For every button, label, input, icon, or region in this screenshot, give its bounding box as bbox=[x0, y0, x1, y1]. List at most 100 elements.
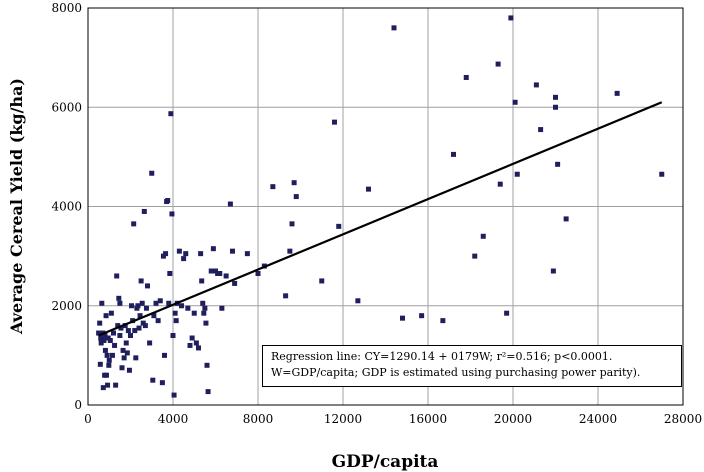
x-tick-label: 28000 bbox=[664, 412, 702, 426]
data-point bbox=[198, 251, 204, 257]
annotation-line-2: W=GDP/capita; GDP is estimated using pur… bbox=[271, 366, 641, 379]
data-point bbox=[108, 310, 114, 316]
x-tick-label: 24000 bbox=[579, 412, 617, 426]
data-point bbox=[553, 94, 558, 100]
x-tick-label: 20000 bbox=[494, 412, 532, 426]
data-point bbox=[550, 268, 556, 274]
data-point bbox=[151, 313, 157, 319]
data-point bbox=[96, 330, 102, 336]
data-point bbox=[332, 119, 337, 125]
data-point bbox=[118, 325, 124, 331]
x-tick-label: 0 bbox=[84, 412, 92, 426]
data-point bbox=[141, 208, 147, 214]
data-point bbox=[181, 256, 187, 262]
data-point bbox=[115, 323, 121, 329]
data-point bbox=[173, 318, 179, 324]
x-tick-label: 16000 bbox=[409, 412, 447, 426]
data-point bbox=[319, 278, 325, 284]
data-point bbox=[162, 352, 167, 358]
data-point bbox=[133, 355, 139, 361]
data-point bbox=[98, 340, 104, 346]
data-point bbox=[230, 248, 235, 254]
data-point bbox=[451, 151, 456, 157]
data-point bbox=[472, 253, 478, 259]
data-point bbox=[355, 298, 361, 304]
data-point bbox=[400, 315, 405, 321]
data-point bbox=[495, 61, 501, 67]
data-point bbox=[136, 325, 142, 331]
data-point bbox=[293, 194, 299, 200]
data-point bbox=[185, 305, 191, 311]
data-point bbox=[555, 161, 561, 167]
data-point bbox=[463, 74, 469, 80]
data-point bbox=[107, 337, 113, 343]
data-point bbox=[128, 333, 133, 339]
x-axis-title: GDP/capita bbox=[332, 452, 439, 472]
data-point bbox=[183, 251, 189, 257]
data-point bbox=[155, 318, 161, 324]
data-point bbox=[126, 367, 132, 373]
data-point bbox=[159, 380, 165, 386]
y-tick-label: 0 bbox=[74, 398, 82, 412]
data-point bbox=[103, 313, 109, 319]
data-point bbox=[223, 273, 229, 279]
data-point bbox=[106, 357, 112, 363]
regression-line bbox=[98, 101, 663, 337]
data-point bbox=[131, 221, 137, 227]
data-point bbox=[124, 350, 130, 356]
data-point bbox=[114, 273, 120, 279]
data-point bbox=[508, 15, 514, 21]
x-tick-label: 12000 bbox=[324, 412, 362, 426]
data-point bbox=[132, 328, 138, 334]
data-point bbox=[204, 362, 210, 368]
data-point bbox=[135, 303, 141, 309]
data-point bbox=[145, 283, 150, 289]
y-tick-label: 2000 bbox=[51, 299, 82, 313]
data-point bbox=[101, 337, 107, 343]
data-point bbox=[105, 382, 111, 388]
regression-annotation: Regression line: CY=1290.14 + 0179W; r²=… bbox=[262, 345, 682, 387]
data-point bbox=[117, 333, 123, 339]
data-point bbox=[109, 352, 115, 358]
data-point bbox=[172, 310, 178, 316]
data-point bbox=[366, 186, 371, 192]
data-point bbox=[120, 347, 126, 353]
data-point bbox=[113, 382, 119, 388]
data-point bbox=[104, 352, 110, 358]
data-point bbox=[169, 211, 175, 217]
data-point bbox=[142, 323, 148, 329]
y-tick-label: 6000 bbox=[51, 100, 82, 114]
data-point bbox=[157, 298, 163, 304]
data-point bbox=[205, 389, 211, 395]
data-point bbox=[176, 248, 182, 254]
data-point bbox=[167, 270, 173, 276]
y-axis-title: Average Cereal Yield (kg/ha) bbox=[7, 78, 26, 335]
data-point bbox=[137, 313, 143, 319]
data-point bbox=[163, 251, 169, 257]
data-point bbox=[533, 82, 539, 88]
x-axis-ticks: 0 4000 8000 12000 16000 20000 24000 28000 bbox=[84, 412, 702, 426]
data-point bbox=[514, 171, 520, 177]
data-point bbox=[97, 320, 103, 326]
data-point bbox=[193, 340, 199, 346]
data-point bbox=[283, 293, 289, 299]
data-point bbox=[191, 310, 197, 316]
data-point bbox=[100, 385, 106, 391]
data-point bbox=[480, 233, 486, 239]
data-point bbox=[168, 111, 174, 117]
data-point bbox=[187, 342, 193, 348]
x-tick-label: 8000 bbox=[243, 412, 274, 426]
annotation-line-1: Regression line: CY=1290.14 + 0179W; r²=… bbox=[271, 350, 613, 363]
y-tick-label: 4000 bbox=[51, 200, 82, 214]
y-axis-ticks: 0 2000 4000 6000 8000 bbox=[51, 1, 82, 412]
data-point bbox=[189, 335, 195, 341]
data-point bbox=[150, 377, 156, 383]
data-point bbox=[166, 300, 172, 306]
data-point bbox=[129, 303, 135, 309]
data-point bbox=[199, 278, 205, 284]
data-point bbox=[208, 268, 214, 274]
data-point bbox=[111, 330, 116, 336]
data-point bbox=[563, 216, 569, 222]
data-point bbox=[512, 99, 518, 105]
